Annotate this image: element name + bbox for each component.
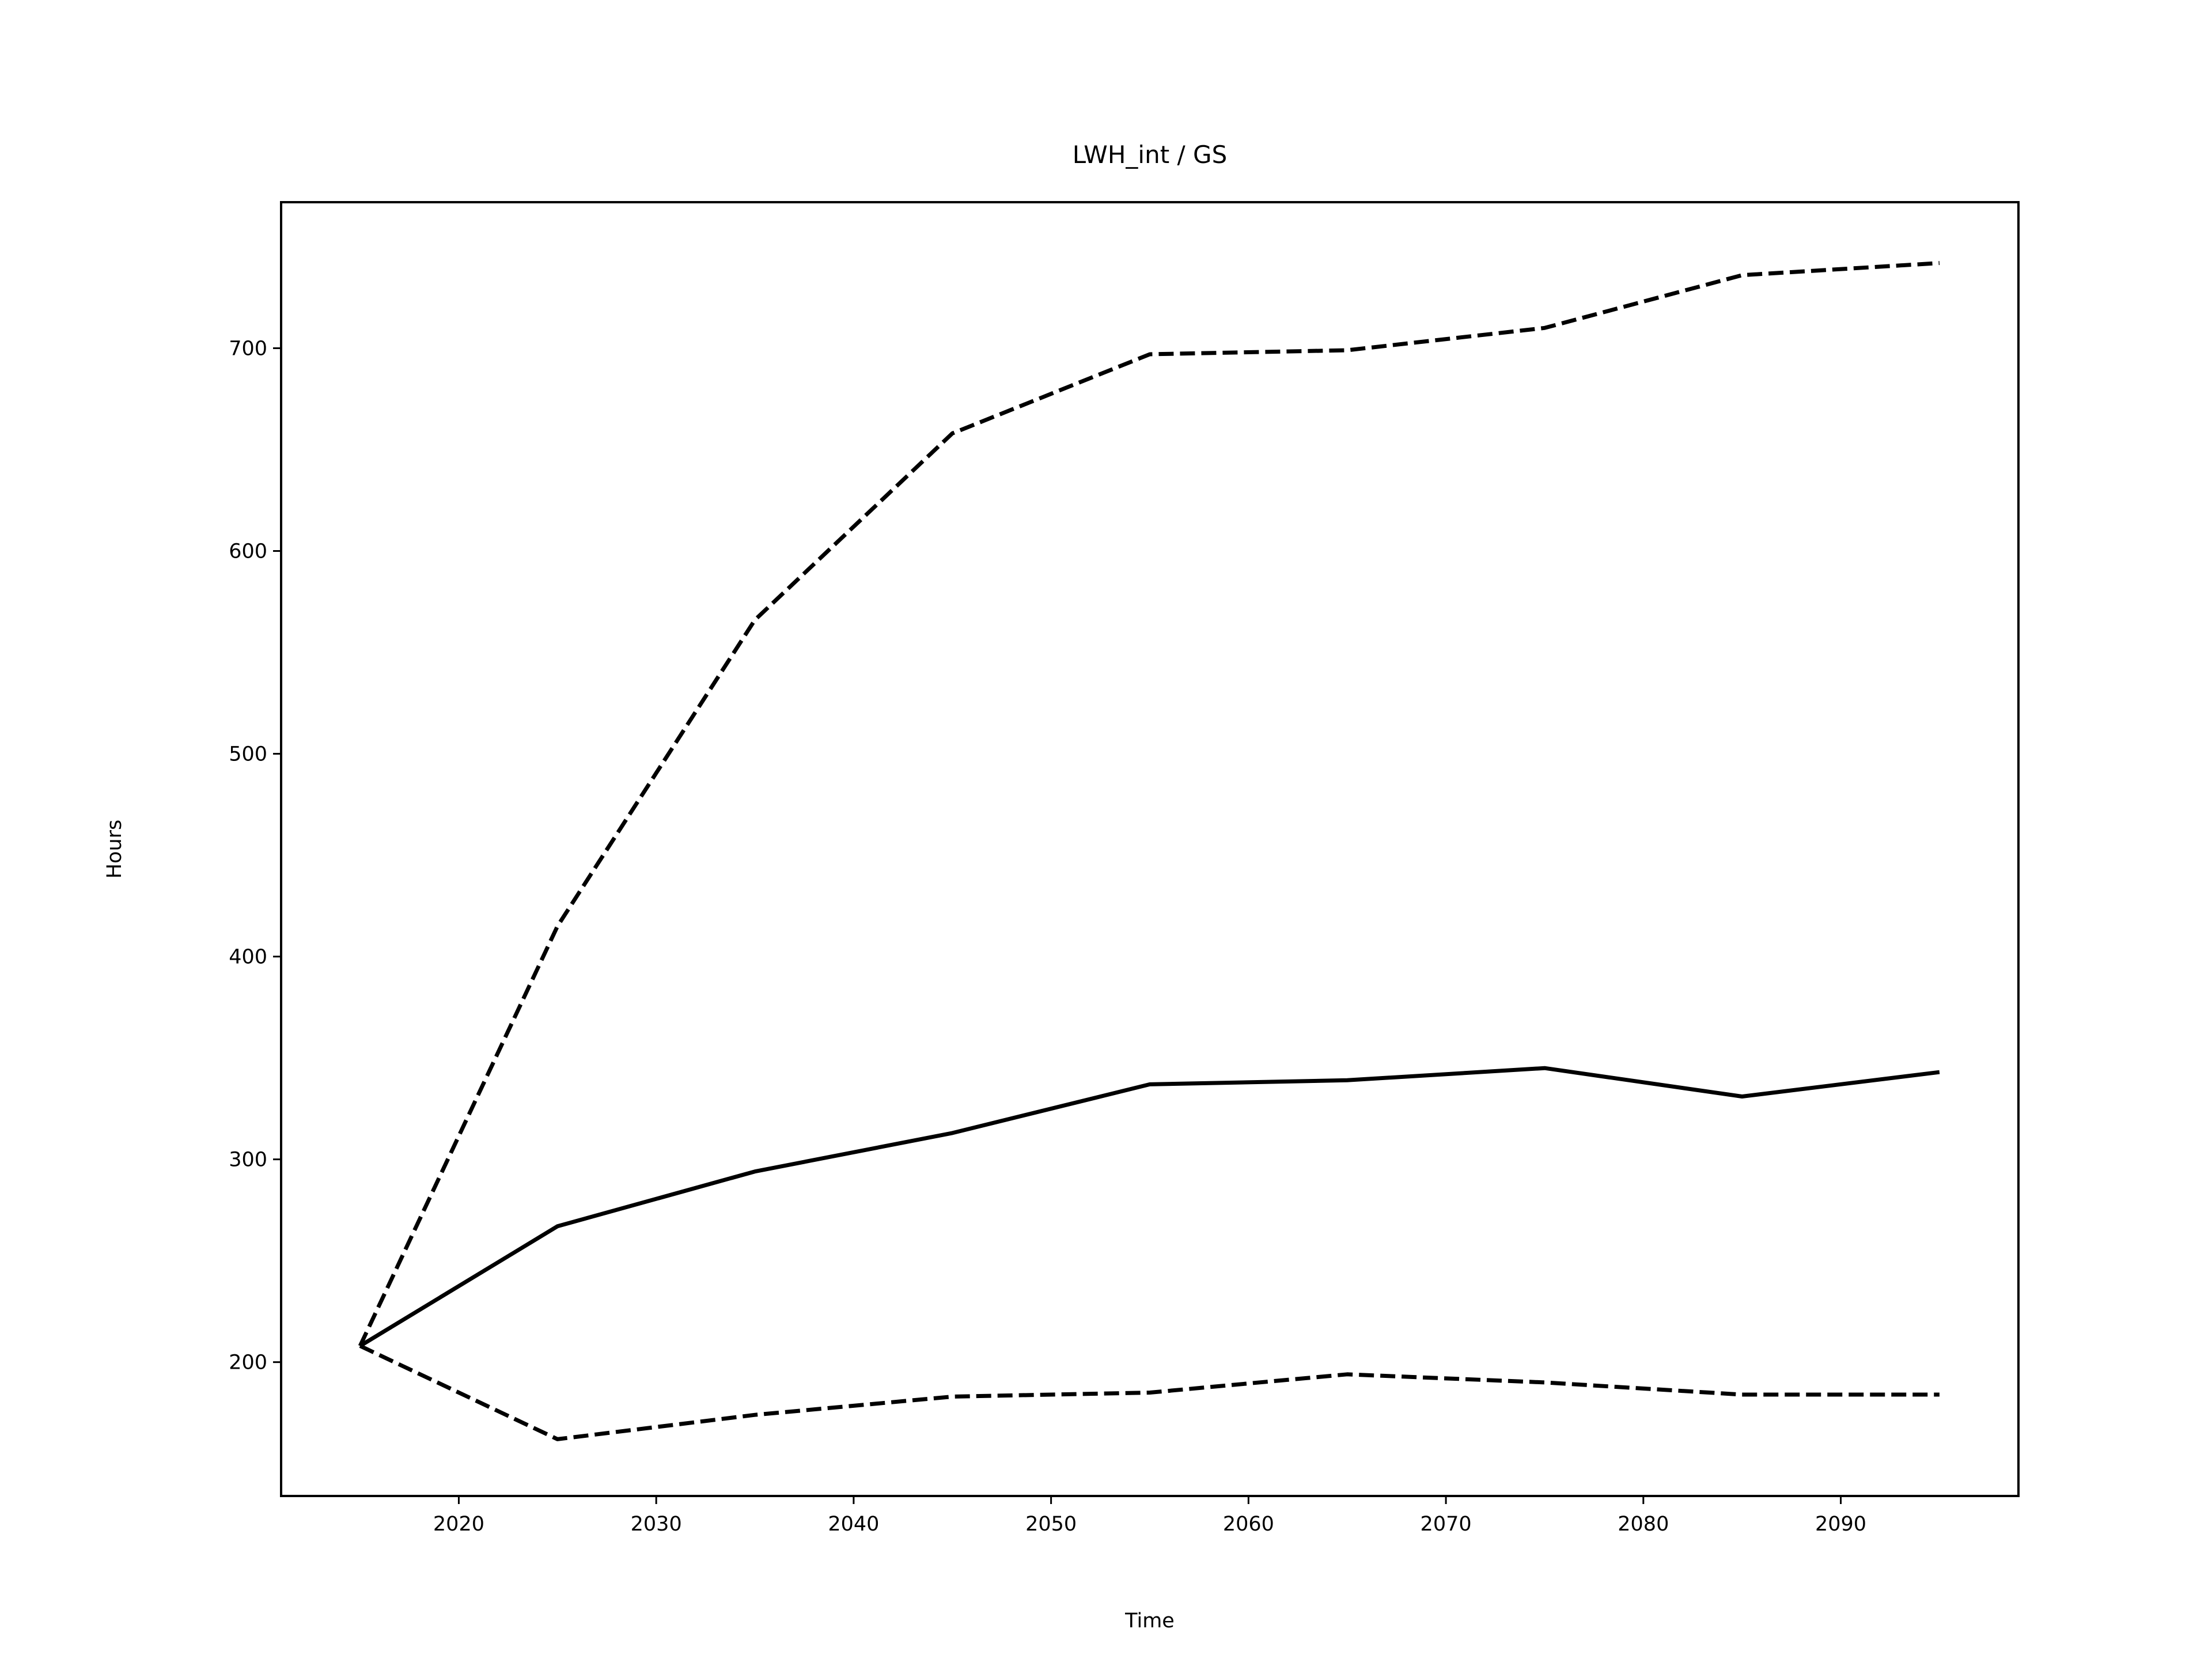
x-tick-label: 2090 (1815, 1513, 1866, 1536)
x-tick-label: 2020 (433, 1513, 484, 1536)
x-axis-label: Time (1124, 1609, 1175, 1633)
y-tick-label: 300 (229, 1149, 267, 1172)
plot-area (280, 201, 2020, 1497)
y-tick-label: 600 (229, 540, 267, 563)
y-axis: 200 300 400 500 600 700 (229, 337, 281, 1374)
y-tick-label: 400 (229, 946, 267, 969)
x-tick-label: 2040 (828, 1513, 879, 1536)
plot-frame (280, 201, 2020, 1497)
series-line-1 (359, 1066, 1940, 1348)
x-tick-label: 2060 (1223, 1513, 1274, 1536)
x-tick-label: 2030 (631, 1513, 682, 1536)
series-line-2 (358, 261, 1940, 1347)
x-tick-label: 2070 (1421, 1513, 1472, 1536)
x-axis: 2020 2030 2040 2050 2060 2070 2080 2090 (433, 1496, 1866, 1536)
y-tick-label: 700 (229, 337, 267, 360)
series-line-3 (359, 1344, 1940, 1441)
chart-title: LWH_int / GS (1073, 141, 1227, 169)
x-tick-label: 2080 (1618, 1513, 1669, 1536)
series-layer (358, 261, 1940, 1441)
y-tick-label: 200 (229, 1351, 267, 1374)
y-tick-label: 500 (229, 743, 267, 766)
x-tick-label: 2050 (1025, 1513, 1077, 1536)
y-axis-label: Hours (103, 820, 126, 879)
